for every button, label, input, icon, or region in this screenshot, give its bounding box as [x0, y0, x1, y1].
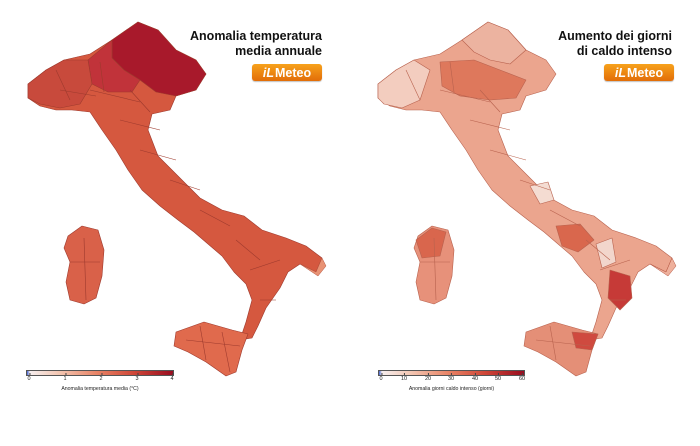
ilmeteo-logo: iL Meteo [604, 64, 674, 81]
campania-region [555, 223, 595, 253]
lombardy-region [87, 39, 141, 93]
colorbar-ticks: 0 1 2 3 4 [26, 373, 174, 386]
map-title: Aumento dei giorni di caldo intenso [510, 29, 672, 59]
colorbar-tick: 50 [494, 373, 502, 382]
colorbar: 0 10 20 30 40 50 60 Anomalia giorni cald… [378, 370, 525, 392]
colorbar-tick: 30 [447, 373, 455, 382]
colorbar-tick: 4 [170, 373, 174, 382]
colorbar-tick: 2 [99, 373, 103, 382]
sardinia-region [63, 225, 105, 305]
colorbar-gradient [378, 370, 525, 376]
piedmont-region [27, 59, 93, 109]
title-line-2: media annuale [235, 44, 322, 58]
colorbar-label: Anomalia giorni caldo intenso (giorni) [408, 386, 495, 392]
italy-heat-days-map [377, 21, 677, 377]
heat-days-panel: Aumento dei giorni di caldo intenso iL M… [350, 0, 700, 446]
colorbar-tick: 3 [135, 373, 139, 382]
map-title: Anomalia temperatura media annuale [150, 29, 322, 59]
logo-prefix: iL [262, 65, 274, 80]
colorbar-gradient [26, 370, 174, 376]
colorbar-tick: 0 [379, 373, 383, 382]
logo-word: Meteo [626, 65, 664, 80]
italy-temperature-map [27, 21, 327, 377]
central-pale-region [529, 181, 555, 205]
colorbar-tick: 1 [63, 373, 67, 382]
logo-prefix: iL [614, 65, 626, 80]
colorbar-tick: 20 [424, 373, 432, 382]
po-valley-region [439, 59, 527, 101]
title-line-1: Anomalia temperatura [190, 29, 322, 43]
colorbar: 0 1 2 3 4 Anomalia temperatura media (°C… [26, 370, 174, 392]
title-line-1: Aumento dei giorni [558, 29, 672, 43]
logo-word: Meteo [274, 65, 312, 80]
basilicata-region [595, 237, 617, 269]
sicily-region [173, 321, 249, 377]
title-line-2: di caldo intenso [576, 44, 672, 58]
colorbar-tick: 0 [27, 373, 31, 382]
colorbar-label: Anomalia temperatura media (°C) [61, 386, 139, 392]
colorbar-tick: 40 [471, 373, 479, 382]
temperature-anomaly-panel: Anomalia temperatura media annuale iL Me… [26, 21, 327, 392]
alpine-pale-region [461, 21, 527, 65]
colorbar-ticks: 0 10 20 30 40 50 60 [378, 373, 526, 386]
colorbar-tick: 10 [400, 373, 408, 382]
ilmeteo-logo: iL Meteo [252, 64, 322, 81]
colorbar-tick: 60 [518, 373, 526, 382]
